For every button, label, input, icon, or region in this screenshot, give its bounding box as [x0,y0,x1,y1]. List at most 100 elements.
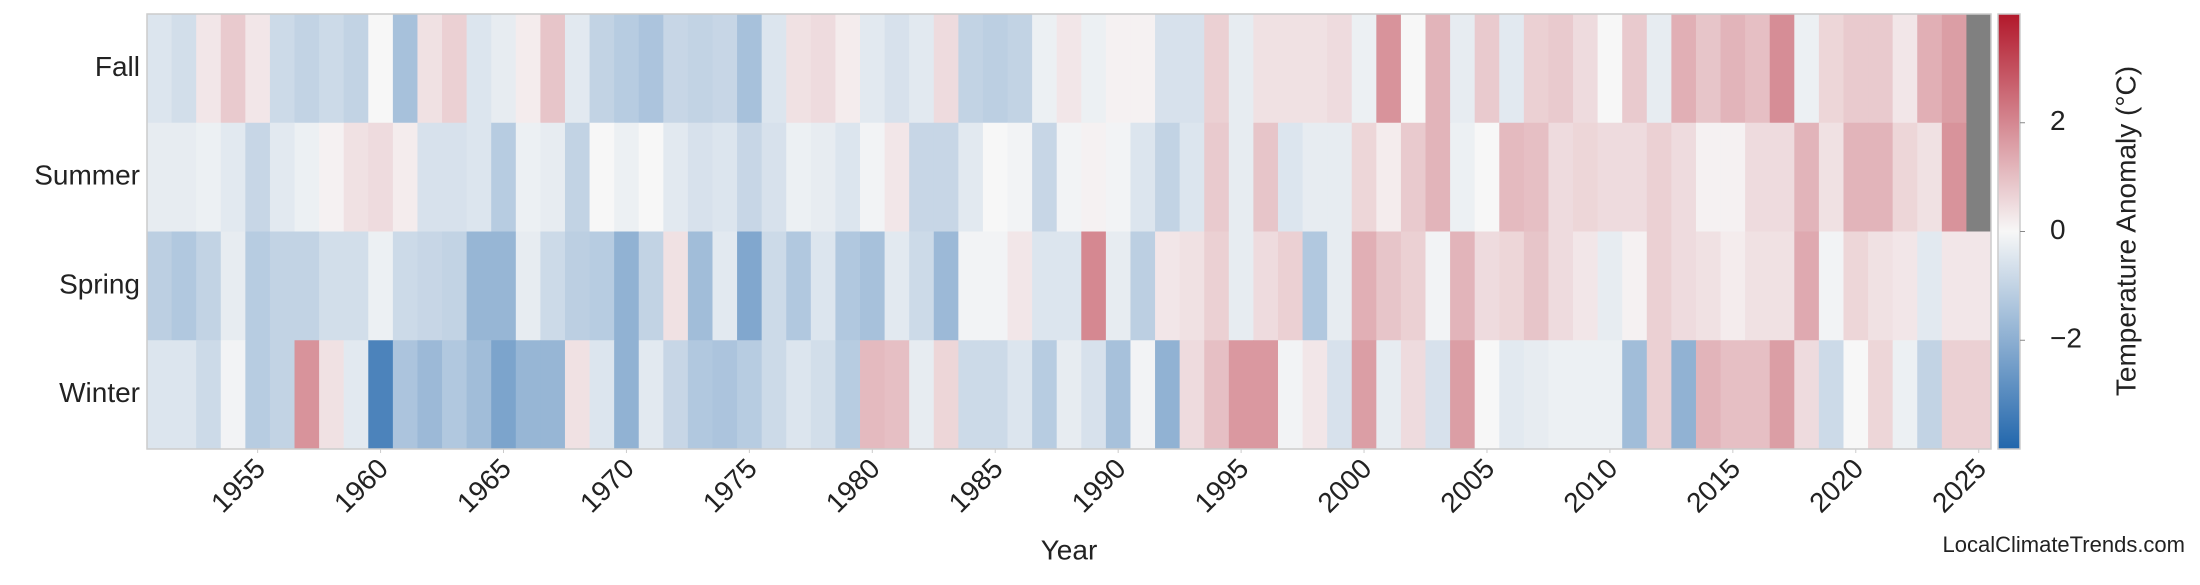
x-tick-label: 1965 [451,453,517,519]
x-tick-label: 2015 [1680,453,1746,519]
heat-cell [1671,340,1697,450]
heat-cell [1155,231,1181,341]
heat-cell [540,122,566,232]
heat-cell [466,14,492,124]
heat-cell [1105,122,1131,232]
heat-cell [1794,340,1820,450]
x-tick-label: 1970 [574,453,640,519]
heat-cell [1769,122,1795,232]
heat-cell [589,14,615,124]
heat-cell [786,340,812,450]
heat-cell [1695,122,1722,232]
heat-cell [1818,122,1844,232]
heat-cell [1007,122,1033,232]
heat-cell [368,14,394,124]
heat-cell [1597,340,1623,450]
heat-cell [737,231,763,341]
heat-cell [1720,231,1746,341]
x-tick-label: 2005 [1434,453,1500,519]
heat-cell [712,231,738,341]
x-tick-label: 1975 [697,453,763,519]
heat-cell [1892,14,1918,124]
heat-cell [810,122,836,232]
heat-cell [1474,122,1500,232]
heat-cell [1917,231,1943,341]
heat-cell [1056,14,1082,124]
heat-cell [1474,340,1500,450]
heat-cell [1622,231,1648,341]
heat-cell [737,14,763,124]
heat-cell [466,231,492,341]
heat-cell [1351,340,1377,450]
heat-cell [1720,14,1746,124]
heat-cell [1745,231,1771,341]
heat-cell [1056,231,1082,341]
heat-cell [1204,340,1230,450]
heat-cell [245,340,271,450]
heat-cell [1843,231,1869,341]
heat-cell [1917,340,1943,450]
x-tick-label: 1985 [943,453,1009,519]
heat-cell [1794,231,1820,341]
heat-cell [909,231,935,341]
heat-cell [171,122,197,232]
heat-cell [1745,340,1771,450]
heat-cell [1204,231,1230,341]
heat-cell [1622,340,1648,450]
heat-cell [810,231,836,341]
heat-cell [1253,14,1279,124]
heat-cell [491,340,517,450]
heat-cell [1327,122,1353,232]
heat-cell [442,122,468,232]
heat-cell [1769,340,1795,450]
x-tick-label: 1955 [205,453,271,519]
heat-cell [712,122,738,232]
heat-cell [1081,14,1107,124]
heat-cell [1892,122,1918,232]
heat-cell [909,340,935,450]
heat-cell [147,231,173,341]
heat-cell [982,231,1009,341]
heat-cell [1130,231,1156,341]
heat-cell [1597,122,1623,232]
heat-cell [294,122,320,232]
heat-cell [294,14,320,124]
heat-cell [1376,122,1402,232]
heat-cell [1941,231,1967,341]
heat-cell [1302,340,1328,450]
heat-cell [1720,122,1746,232]
x-tick-label: 2020 [1803,453,1869,519]
x-tick-label: 1980 [820,453,886,519]
heat-cell [515,122,541,232]
heat-cell [1032,340,1058,450]
heat-cell [1400,340,1427,450]
heat-cell [835,122,861,232]
heat-cell [1966,340,1992,450]
heat-cell [1868,14,1894,124]
heat-cell [1007,231,1033,341]
heat-cell [1892,340,1918,450]
heat-cell [294,340,320,450]
heat-cell [933,14,959,124]
heat-cell [982,14,1009,124]
heat-cell [860,340,886,450]
heat-cell [1179,340,1205,450]
x-tick-label: 1990 [1066,453,1132,519]
heat-cell [1818,231,1844,341]
heat-cell [515,14,541,124]
heat-cell [196,14,222,124]
heat-cell [1695,231,1722,341]
heat-cell [171,231,197,341]
heat-cell [540,231,566,341]
heat-cell [1868,340,1894,450]
heat-cell [220,122,246,232]
colorbar [1997,13,2021,450]
heat-cell [1376,14,1402,124]
x-axis-label: Year [1041,534,1098,565]
heat-cell [687,231,713,341]
heat-cell [1400,122,1427,232]
heat-cell [1105,231,1131,341]
heat-cell [171,14,197,124]
heat-cell [491,14,517,124]
heat-cell [540,14,566,124]
